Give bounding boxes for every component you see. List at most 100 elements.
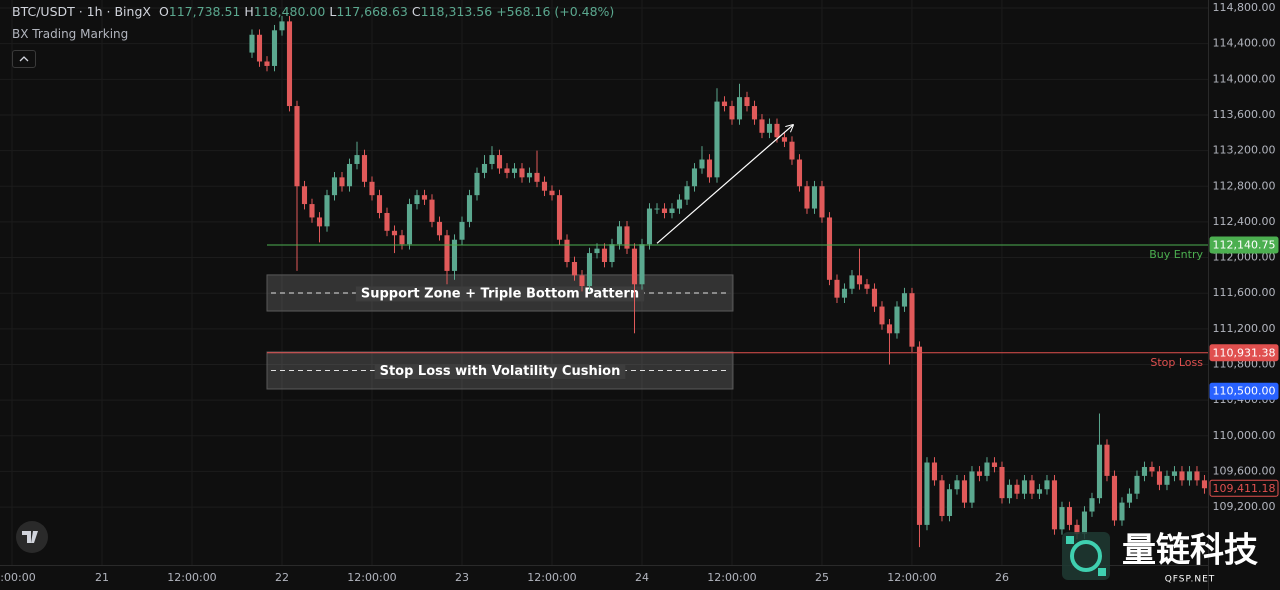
y-tick-label: 109,600.00 xyxy=(1213,464,1276,477)
candle-body xyxy=(436,221,443,236)
x-tick-label: :00:00 xyxy=(0,571,35,584)
candle-body xyxy=(909,293,915,347)
y-tick-label: 113,600.00 xyxy=(1213,108,1276,121)
candle-body xyxy=(466,195,473,222)
candle-body xyxy=(834,279,840,298)
candle-body xyxy=(1119,502,1125,521)
candle-body xyxy=(391,230,398,236)
candle-body xyxy=(331,177,338,196)
candles xyxy=(249,16,1208,548)
candle-body xyxy=(264,61,270,66)
candle-body xyxy=(594,248,600,254)
candle-body xyxy=(804,186,810,209)
candle-body xyxy=(624,226,630,249)
candle-body xyxy=(729,106,735,120)
candle-body xyxy=(924,462,930,525)
candle-body xyxy=(384,212,390,231)
ohlc-value: 117,668.63 xyxy=(336,4,408,19)
candle-body xyxy=(714,101,720,178)
candle-body xyxy=(406,204,413,245)
ohlc-key: O xyxy=(158,4,169,19)
candle-body xyxy=(609,244,615,263)
candle-body xyxy=(744,97,750,107)
candle-body xyxy=(549,190,555,196)
candle-body xyxy=(751,106,758,120)
candle-body xyxy=(451,239,458,271)
candle-body xyxy=(789,141,795,160)
x-tick-label: 24 xyxy=(635,571,649,584)
overlay: Buy Entry Stop Loss xyxy=(266,125,1208,369)
tv-logo xyxy=(16,521,48,553)
candle-body xyxy=(796,159,803,187)
price-tag-label: 112,140.75 xyxy=(1213,239,1276,252)
candle-body xyxy=(399,235,405,245)
candle-body xyxy=(1186,471,1193,481)
x-tick-label: 12:00:00 xyxy=(887,571,936,584)
candle-body xyxy=(1044,480,1050,490)
candle-body xyxy=(1141,466,1148,476)
y-tick-label: 110,000.00 xyxy=(1213,429,1276,442)
candle-body xyxy=(271,30,278,66)
candle-body xyxy=(1074,524,1080,534)
price-tag xyxy=(1209,479,1279,497)
candle-body xyxy=(811,186,818,209)
price-tag-label: 109,411.18 xyxy=(1213,482,1276,495)
x-tick-label: 21 xyxy=(95,571,109,584)
candle-body xyxy=(916,346,923,525)
candle-body xyxy=(1021,480,1028,494)
candle-body xyxy=(1111,475,1118,521)
candle-body xyxy=(286,21,293,107)
candle-body xyxy=(864,284,870,289)
candle-body xyxy=(249,34,255,53)
candle-body xyxy=(481,163,488,173)
candle-body xyxy=(991,462,998,467)
candle-body xyxy=(969,471,975,503)
candle-body xyxy=(1156,471,1163,485)
candle-body xyxy=(1096,444,1103,499)
candle-body xyxy=(1171,471,1178,476)
candle-body xyxy=(256,34,263,62)
candle-body xyxy=(556,195,563,240)
y-tick-label: 109,200.00 xyxy=(1213,500,1276,513)
candle-body xyxy=(1179,471,1185,481)
candle-body xyxy=(999,466,1005,499)
collapse-button[interactable] xyxy=(12,50,36,68)
zone-label-bg xyxy=(355,286,645,302)
candle-body xyxy=(1089,498,1095,512)
candle-body xyxy=(519,168,525,178)
y-tick-label: 111,600.00 xyxy=(1213,286,1276,299)
candle-body xyxy=(1194,471,1200,481)
candle-body xyxy=(414,195,420,205)
candle-body xyxy=(856,275,863,285)
candle-body xyxy=(759,119,765,133)
candle-body xyxy=(699,159,705,169)
candle-body xyxy=(504,168,510,173)
candle-body xyxy=(849,275,855,289)
candle-body xyxy=(774,123,780,138)
y-tick-label: 112,800.00 xyxy=(1213,179,1276,192)
candle-body xyxy=(601,248,608,263)
candle-body xyxy=(429,199,435,222)
candle-body xyxy=(901,293,908,307)
candle-body xyxy=(1126,493,1133,503)
candle-body xyxy=(496,155,503,169)
candle-body xyxy=(1164,475,1170,485)
candle-body xyxy=(1059,507,1065,530)
indicator-name[interactable]: BX Trading Marking xyxy=(12,27,129,41)
candle-body xyxy=(1149,466,1155,472)
zones: Support Zone + Triple Bottom Pattern Stop… xyxy=(266,274,734,390)
candle-body xyxy=(459,221,465,240)
candle-body xyxy=(309,204,315,218)
collapse-icon xyxy=(19,56,29,62)
candle-body xyxy=(1134,475,1140,494)
y-tick-label: 114,800.00 xyxy=(1213,1,1276,14)
x-tick-label: 12:00:00 xyxy=(527,571,576,584)
candle-body xyxy=(639,244,645,285)
y-tick-label: 112,400.00 xyxy=(1213,215,1276,228)
candle-body xyxy=(444,235,450,271)
candle-body xyxy=(766,123,773,133)
zone-label: Support Zone + Triple Bottom Pattern xyxy=(361,286,639,301)
candle-body xyxy=(564,239,570,263)
price-line-name: Buy Entry xyxy=(1149,248,1203,261)
